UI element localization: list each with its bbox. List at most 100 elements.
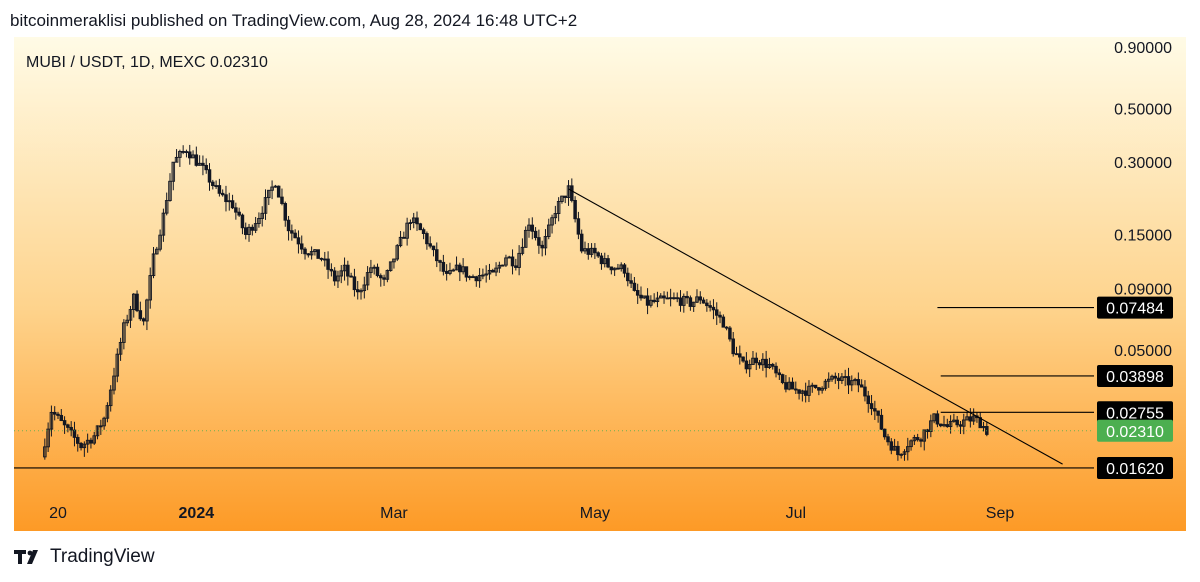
- candle-body: [464, 266, 469, 278]
- candle-body: [965, 416, 969, 421]
- candle-body: [731, 338, 735, 355]
- candle-body: [52, 411, 57, 415]
- candle: [642, 295, 647, 299]
- candle-body: [263, 197, 268, 214]
- candle: [441, 254, 446, 276]
- candle-body: [576, 218, 581, 235]
- candle: [448, 262, 452, 276]
- candle: [428, 236, 432, 249]
- candle: [744, 352, 749, 374]
- candle-body: [69, 426, 73, 431]
- candle: [43, 438, 47, 460]
- candle: [583, 241, 587, 254]
- candle: [523, 226, 528, 248]
- level-badge-text: 0.03898: [1106, 369, 1164, 386]
- candle: [99, 419, 103, 435]
- last-price-badge: 0.02310: [1097, 419, 1173, 442]
- candle: [547, 218, 551, 240]
- candle-body: [428, 243, 432, 247]
- candle: [780, 373, 785, 385]
- candle: [408, 219, 413, 231]
- candle-body: [467, 276, 472, 279]
- candle-body: [441, 261, 446, 272]
- candle-body: [876, 410, 880, 416]
- candle-body: [751, 357, 755, 365]
- candle-body: [843, 376, 847, 379]
- candle-body: [220, 192, 225, 196]
- candle: [981, 421, 986, 432]
- candle: [280, 188, 284, 206]
- candle: [89, 437, 93, 449]
- candle: [787, 377, 791, 391]
- candle: [355, 280, 360, 300]
- candle: [62, 416, 67, 434]
- candle-body: [790, 381, 795, 390]
- candle-body: [293, 232, 297, 239]
- candle: [688, 295, 693, 311]
- candle: [971, 408, 976, 425]
- candle: [102, 416, 106, 430]
- candle-body: [817, 387, 821, 391]
- candle-body: [672, 297, 676, 300]
- chart-frame[interactable]: 0.90000 0.50000 0.30000 0.15000 0.09000 0.050…: [14, 37, 1186, 531]
- candle: [718, 311, 722, 324]
- candle-body: [161, 212, 166, 236]
- candle: [682, 293, 686, 313]
- candle-body: [296, 237, 301, 245]
- candle-body: [691, 301, 696, 307]
- y-tick-label: 0.15000: [1114, 228, 1172, 245]
- candle-body: [85, 439, 90, 445]
- candle-body: [714, 309, 719, 316]
- candle-body: [517, 252, 521, 268]
- candle-body: [411, 217, 416, 224]
- candle-body: [448, 270, 452, 274]
- candle: [454, 256, 459, 271]
- level-badge: 0.07484: [1097, 296, 1173, 319]
- candle: [533, 227, 538, 241]
- candle-body: [955, 419, 959, 426]
- candlestick-chart[interactable]: 0.90000 0.50000 0.30000 0.15000 0.09000 0.050…: [14, 37, 1186, 531]
- candle: [711, 299, 716, 320]
- candle-body: [833, 375, 838, 379]
- candle-body: [609, 266, 614, 271]
- candle: [388, 261, 393, 272]
- candle-body: [79, 442, 83, 449]
- candle: [603, 252, 607, 268]
- candle-body: [797, 389, 801, 394]
- candle-body: [201, 162, 205, 166]
- candle: [520, 238, 525, 256]
- candle: [148, 267, 152, 309]
- candle: [573, 196, 577, 223]
- candle-body: [543, 236, 548, 249]
- candle: [866, 390, 871, 413]
- candle: [965, 411, 969, 421]
- candle: [721, 314, 726, 328]
- candle: [622, 262, 627, 278]
- candle-body: [764, 358, 768, 368]
- candle: [889, 438, 894, 455]
- candle: [761, 353, 765, 371]
- candle: [899, 453, 903, 459]
- candle: [194, 146, 199, 167]
- candle: [560, 195, 564, 204]
- candle-body: [164, 200, 169, 214]
- candle: [66, 423, 70, 433]
- candle: [553, 205, 558, 225]
- candle-body: [540, 244, 544, 249]
- candle: [859, 379, 864, 388]
- candle: [46, 422, 50, 452]
- candle-body: [461, 266, 465, 273]
- candle-body: [217, 185, 222, 194]
- candle-body: [319, 257, 324, 260]
- candle: [639, 286, 643, 301]
- candle-body: [619, 264, 623, 270]
- candle-body: [560, 195, 564, 202]
- candle-body: [105, 405, 110, 419]
- candle: [853, 377, 857, 386]
- candle-body: [471, 276, 475, 279]
- candle-body: [639, 294, 643, 299]
- candle-body: [869, 403, 874, 410]
- candle: [599, 252, 604, 270]
- candle-body: [912, 437, 917, 442]
- candle: [260, 206, 264, 227]
